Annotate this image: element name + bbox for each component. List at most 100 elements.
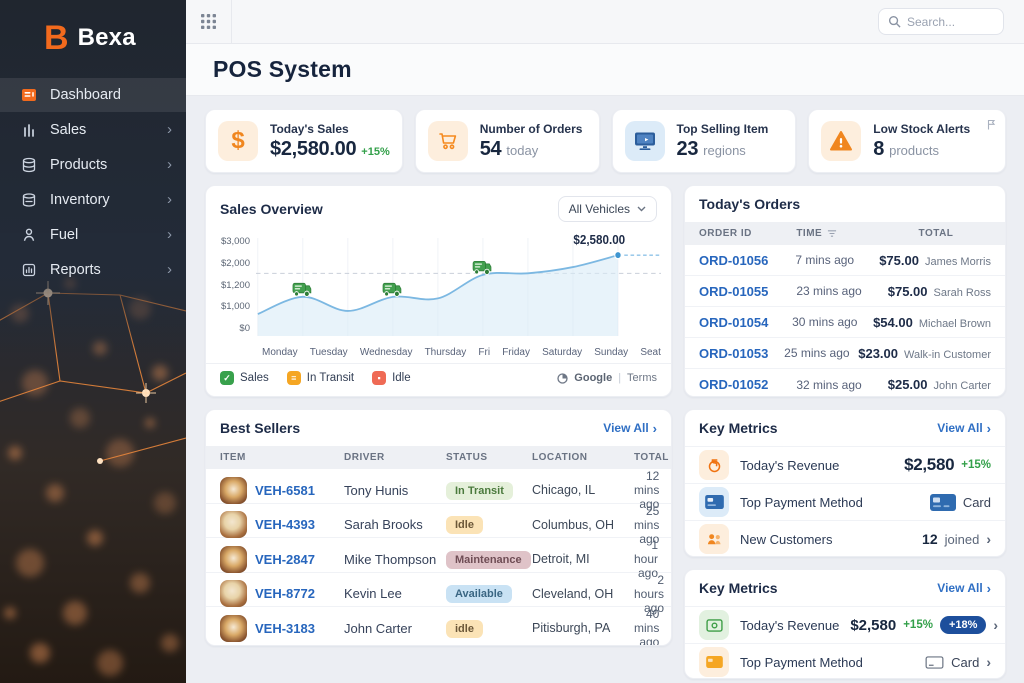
topbar-left (186, 0, 232, 43)
metric-label: Today's Revenue (740, 457, 840, 473)
order-time: 23 mins ago (796, 284, 862, 298)
card-outline-icon (925, 655, 944, 669)
key-metrics-panel-a: Key Metrics View All › Today's Revenue $… (684, 409, 1006, 557)
vehicle-id-link[interactable]: VEH-4393 (255, 517, 315, 532)
apps-grid-icon (201, 14, 216, 29)
legend-item-in-transit[interactable]: ≡ In Transit (286, 371, 354, 385)
sales-icon (20, 122, 37, 138)
item-thumbnail (220, 614, 247, 642)
key-metrics-b-view-all-link[interactable]: View All › (937, 581, 991, 596)
sidebar-item-reports[interactable]: Reports › (0, 252, 186, 287)
attribution-provider-link[interactable]: Google (574, 372, 613, 384)
order-id-link[interactable]: ORD-01053 (699, 345, 769, 361)
sidebar-item-products[interactable]: Products › (0, 147, 186, 182)
order-id-link[interactable]: ORD-01056 (699, 252, 769, 268)
dropdown-label: All Vehicles (568, 202, 630, 216)
status-badge: In Transit (446, 481, 513, 500)
sidebar-item-dashboard[interactable]: Dashboard (0, 78, 186, 112)
chevron-right-icon: › (652, 420, 657, 436)
stat-label: Top Selling Item (676, 121, 769, 136)
status-badge: Maintenance (446, 550, 531, 569)
stat-value: 8 (873, 137, 885, 160)
metric-row-top-payment-method[interactable]: Top Payment Method Card › (685, 643, 1005, 678)
x-tick: Saturday (542, 347, 583, 358)
sidebar-item-label: Dashboard (50, 87, 121, 103)
metric-label: Today's Revenue (740, 617, 840, 633)
legend-item-idle[interactable]: ▪ Idle (372, 371, 411, 385)
location: Detroit, MI (532, 552, 590, 566)
filter-icon[interactable] (827, 229, 837, 238)
vehicles-filter-dropdown[interactable]: All Vehicles (557, 196, 657, 222)
vehicle-id-link[interactable]: VEH-6581 (255, 482, 315, 498)
x-tick: Tuesday (309, 347, 348, 358)
table-row: ORD-01054 30 mins ago $54.00 Michael Brow… (685, 307, 1005, 338)
x-tick: Monday (262, 347, 298, 358)
order-id-link[interactable]: ORD-01052 (699, 377, 769, 392)
truck-marker-icon (472, 260, 492, 276)
stat-unit: today (506, 142, 539, 158)
col-header-status: STATUS (446, 452, 488, 463)
metric-value: 12 (922, 531, 938, 547)
apps-grid-button[interactable] (196, 9, 222, 35)
sales-overview-panel: Sales Overview All Vehicles $3,000 $2,00… (205, 185, 672, 397)
location: Chicago, IL (532, 483, 596, 497)
vehicle-id-link[interactable]: VEH-3183 (255, 620, 315, 636)
panel-title: Key Metrics (699, 580, 778, 596)
row-time: 2 hours ago (634, 572, 665, 615)
key-metrics-a-view-all-link[interactable]: View All › (937, 421, 991, 436)
location: Pitisburgh, PA (532, 621, 611, 635)
item-thumbnail (220, 545, 247, 573)
card-chip-icon (929, 493, 956, 511)
metric-row-new-customers[interactable]: New Customers 12 joined › (685, 520, 1005, 556)
chevron-right-icon[interactable]: › (986, 531, 991, 547)
search-box[interactable] (878, 8, 1004, 35)
y-tick: $1,000 (220, 301, 250, 313)
revenue-icon (699, 450, 729, 480)
chevron-right-icon[interactable]: › (986, 654, 991, 670)
metric-value: Card (951, 654, 980, 670)
x-tick: Friday (502, 347, 530, 358)
view-all-label: View All (937, 421, 983, 435)
sidebar-item-inventory[interactable]: Inventory › (0, 182, 186, 217)
vehicle-id-link[interactable]: VEH-8772 (255, 586, 315, 601)
vehicle-id-link[interactable]: VEH-2847 (255, 551, 315, 567)
best-sellers-view-all-link[interactable]: View All › (603, 421, 657, 436)
map-attribution-icon (557, 372, 568, 384)
stat-unit: products (889, 142, 939, 158)
legend-item-sales[interactable]: ✓ Sales (220, 371, 269, 385)
brand-logo-icon: B (44, 19, 69, 57)
status-badge: Idle (446, 516, 483, 534)
chevron-right-icon[interactable]: › (993, 617, 999, 633)
attribution-terms-link[interactable]: Terms (627, 372, 657, 384)
chevron-down-icon (637, 206, 646, 212)
y-tick: $0 (239, 323, 250, 334)
metric-delta: +15% (961, 459, 991, 471)
order-customer: John Carter (933, 380, 991, 392)
col-header-driver: DRIVER (344, 452, 385, 463)
sidebar-item-sales[interactable]: Sales › (0, 112, 186, 147)
driver-name: Sarah Brooks (344, 517, 423, 532)
col-header-location: LOCATION (532, 452, 588, 463)
metric-label: Top Payment Method (740, 654, 863, 670)
topbar (186, 0, 1024, 44)
status-badge: idle (446, 619, 483, 638)
growth-badge: +18% (939, 616, 987, 634)
row-time: 1 hour ago (634, 538, 659, 580)
order-id-link[interactable]: ORD-01054 (699, 314, 769, 330)
order-id-link[interactable]: ORD-01055 (699, 283, 769, 299)
location: Cleveland, OH (532, 586, 614, 601)
chevron-right-icon: › (986, 420, 991, 436)
table-row: ORD-01052 32 mins ago $25.00 John Carter (685, 369, 1005, 396)
chart-area-fill (257, 255, 618, 336)
driver-name: Mike Thompson (344, 551, 437, 567)
sidebar-item-label: Inventory (50, 191, 110, 208)
order-time: 7 mins ago (795, 253, 855, 267)
search-input[interactable] (907, 14, 987, 29)
metric-row-todays-revenue[interactable]: Today's Revenue $2,580 +15% +18% › (685, 606, 1005, 643)
order-total: $54.00 (873, 314, 913, 330)
x-tick: Wednesday (359, 347, 413, 358)
chevron-right-icon: › (167, 261, 172, 278)
sidebar-item-fuel[interactable]: Fuel › (0, 217, 186, 252)
metric-suffix: joined (944, 531, 980, 547)
sidebar-item-label: Fuel (50, 226, 79, 243)
